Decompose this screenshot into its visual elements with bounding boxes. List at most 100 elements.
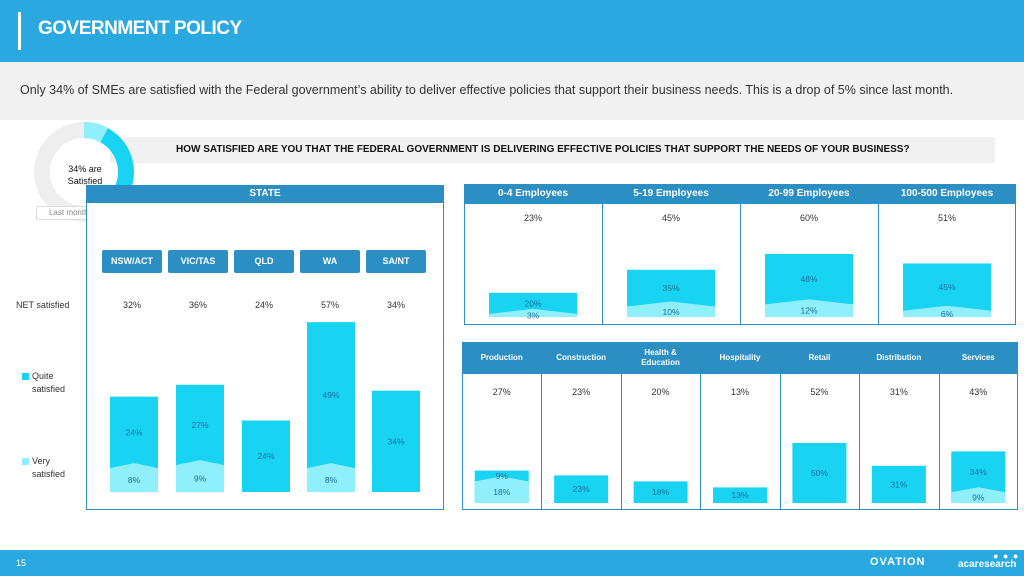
donut-very-arc (83, 122, 109, 143)
state-tab-0[interactable]: NSW/ACT (102, 250, 162, 273)
employees-quite-label-0: 20% (524, 298, 541, 308)
state-quite-label-2: 24% (257, 451, 274, 461)
industry-quite-label-2: 18% (652, 487, 669, 497)
legend-quite-label-1: Quite (32, 371, 54, 381)
industry-col-divider-5 (859, 374, 861, 510)
employees-quite-label-2: 48% (800, 274, 817, 284)
industry-quite-bar-4 (792, 443, 847, 503)
donut-label-line1: 34% are (68, 164, 102, 174)
industry-net-3: 13% (730, 387, 749, 397)
state-net-3: 57% (320, 300, 339, 310)
state-tab-4[interactable]: SA/NT (366, 250, 426, 273)
state-panel-header: STATE (86, 185, 444, 203)
industry-col-divider-2 (620, 374, 622, 510)
state-very-bar-0 (110, 463, 158, 492)
industry-quite-label-6: 34% (970, 467, 987, 477)
page-number: 15 (16, 558, 27, 568)
state-quite-label-3: 49% (322, 390, 339, 400)
employees-col-header-2: 20-99 Employees (768, 188, 850, 199)
employees-very-label-3: 6% (941, 309, 954, 319)
industry-col-header-0: Production (462, 353, 541, 363)
state-quite-label-0: 24% (125, 427, 142, 437)
employees-net-1: 45% (661, 213, 680, 223)
industry-net-6: 43% (969, 387, 988, 397)
industry-col-header-line1-3: Hospitality (719, 353, 761, 362)
state-net-2: 24% (254, 300, 273, 310)
summary-band: Only 34% of SMEs are satisfied with the … (0, 62, 1024, 120)
industry-net-2: 20% (651, 387, 670, 397)
state-quite-label-4: 34% (387, 436, 404, 446)
employees-quite-label-3: 45% (938, 282, 955, 292)
industry-quite-label-3: 13% (731, 490, 748, 500)
industry-net-4: 52% (810, 387, 829, 397)
state-tab-3[interactable]: WA (300, 250, 360, 273)
employees-very-label-0: 3% (527, 310, 540, 320)
donut-label: 34% are Satisfied (55, 163, 115, 187)
industry-col-header-line1-2: Health & (644, 348, 677, 357)
industry-net-0: 27% (492, 387, 511, 397)
legend-very-label-1: Very (32, 456, 51, 466)
acaresearch-logo-dots: ● ● ● (993, 551, 1020, 561)
state-tab-1[interactable]: VIC/TAS (168, 250, 228, 273)
employees-col-header-0: 0-4 Employees (497, 188, 569, 199)
industry-quite-label-4: 50% (811, 468, 828, 478)
industry-quite-label-5: 31% (890, 479, 907, 489)
industry-net-5: 31% (889, 387, 908, 397)
legend-very-swatch (22, 458, 29, 465)
state-quite-label-1: 27% (191, 420, 208, 430)
employees-very-bar-1 (627, 301, 715, 317)
industry-col-header-line1-4: Retail (808, 353, 831, 362)
state-quite-bar-2 (242, 420, 290, 492)
industry-col-divider-6 (938, 374, 940, 510)
page-title: GOVERNMENT POLICY (38, 18, 242, 39)
state-net-0: 32% (122, 300, 141, 310)
employees-col-header-1: 5-19 Employees (633, 188, 709, 199)
industry-col-header-2: Health & Education (621, 348, 700, 368)
industry-quite-bar-1 (554, 475, 609, 503)
legend-quite-label-2: satisfied (32, 384, 66, 394)
employees-very-bar-0 (489, 308, 577, 317)
industry-net-1: 23% (572, 387, 591, 397)
question-text: HOW SATISFIED ARE YOU THAT THE FEDERAL G… (176, 144, 910, 155)
industry-col-divider-4 (779, 374, 781, 510)
industry-very-label-0: 18% (493, 487, 510, 497)
state-quite-bar-4 (372, 390, 420, 492)
industry-col-header-line1-1: Construction (556, 353, 607, 362)
industry-quite-bar-5 (871, 465, 926, 503)
industry-very-label-6: 9% (972, 493, 985, 503)
industry-col-header-line1-5: Distribution (876, 353, 922, 362)
acaresearch-logo: acaresearch (958, 559, 1017, 570)
state-tab-2[interactable]: QLD (234, 250, 294, 273)
header-accent-line (18, 12, 21, 50)
employees-net-3: 51% (937, 213, 956, 223)
state-net-4: 34% (386, 300, 405, 310)
industry-col-divider-3 (700, 374, 702, 510)
employees-col-divider-1 (602, 204, 603, 325)
legend-very-label-2: satisfied (32, 469, 66, 479)
employees-very-label-2: 12% (800, 306, 817, 316)
industry-col-divider-1 (541, 374, 543, 510)
employees-col-header-3: 100-500 Employees (900, 188, 994, 199)
industry-quite-bar-2 (633, 481, 688, 503)
footer-bar: 15 OVATION ● ● ● acaresearch (0, 550, 1024, 576)
question-bar: HOW SATISFIED ARE YOU THAT THE FEDERAL G… (110, 137, 995, 163)
legend-quite-swatch (22, 373, 29, 380)
industry-very-bar-0 (474, 476, 529, 503)
industry-col-header-4: Retail (780, 353, 859, 363)
state-very-label-1: 9% (194, 474, 207, 484)
employees-quite-label-1: 35% (662, 283, 679, 293)
employees-net-2: 60% (799, 213, 818, 223)
employees-very-bar-2 (765, 299, 853, 317)
industry-col-header-6: Services (939, 353, 1018, 363)
industry-quite-label-1: 23% (573, 484, 590, 494)
employees-col-divider-2 (740, 204, 741, 325)
industry-col-header-1: Construction (541, 353, 620, 363)
industry-very-bar-6 (951, 487, 1006, 503)
state-very-label-0: 8% (128, 475, 141, 485)
industry-col-header-3: Hospitality (700, 353, 779, 363)
ovation-logo: OVATION (870, 556, 926, 568)
employees-header: 0-4 Employees 5-19 Employees 20-99 Employe… (464, 184, 1016, 204)
summary-text: Only 34% of SMEs are satisfied with the … (20, 83, 954, 97)
